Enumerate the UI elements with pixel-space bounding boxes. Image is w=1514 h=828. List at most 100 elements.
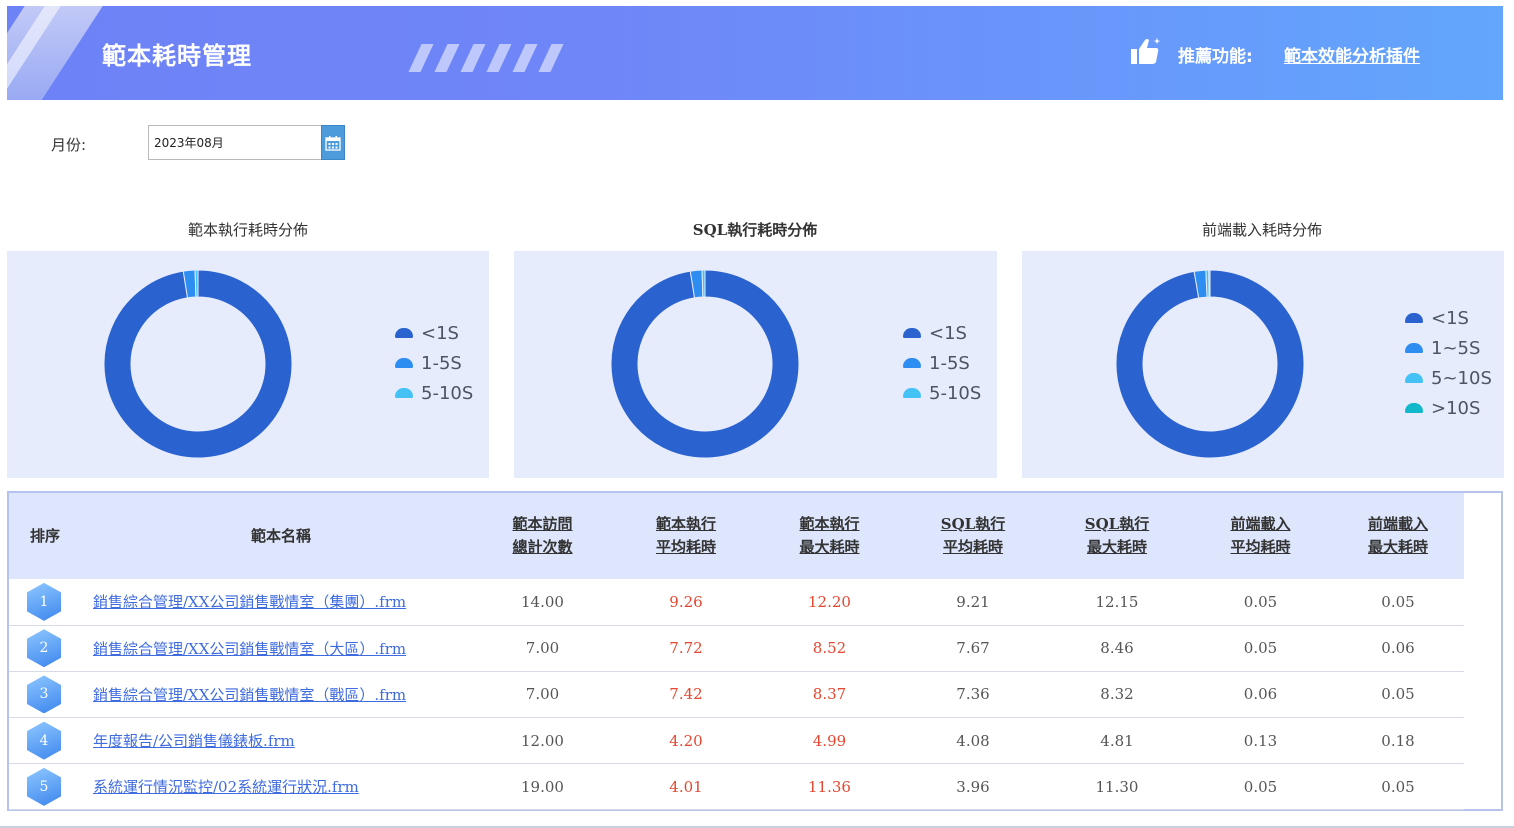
legend-swatch-icon	[1405, 343, 1423, 353]
cell-exec-max: 12.20	[808, 592, 851, 611]
header-visits[interactable]: 範本訪問 總計次數	[512, 515, 573, 556]
rank-badge: 4	[27, 721, 61, 760]
cell-exec-avg: 4.20	[669, 731, 703, 750]
template-link[interactable]: 系統運行情況監控/02系統運行狀況.frm	[93, 778, 359, 797]
legend-label: 1-5S	[929, 352, 970, 374]
donut-slice[interactable]	[610, 269, 800, 459]
legend-template-exec: <1S 1-5S 5-10S	[395, 318, 473, 408]
legend-item[interactable]: 1~5S	[1405, 333, 1492, 363]
cell-exec-avg: 4.01	[669, 777, 703, 796]
legend-item[interactable]: >10S	[1405, 393, 1492, 423]
table-row: 2 銷售綜合管理/XX公司銷售戰情室（大區）.frm 7.00 7.72 8.5…	[9, 625, 1464, 672]
legend-label: 5-10S	[929, 382, 982, 404]
template-link[interactable]: 銷售綜合管理/XX公司銷售戰情室（集團）.frm	[93, 593, 407, 612]
cell-frontend-max: 0.05	[1381, 777, 1415, 796]
rank-badge: 2	[27, 629, 61, 668]
cell-sql-max: 8.32	[1100, 685, 1134, 704]
month-label: 月份:	[51, 136, 87, 154]
table-row: 5 系統運行情況監控/02系統運行狀況.frm 19.00 4.01 11.36…	[9, 764, 1464, 810]
cell-exec-max: 4.99	[812, 731, 847, 750]
legend-label: <1S	[421, 322, 459, 344]
legend-swatch-icon	[903, 328, 921, 338]
template-link[interactable]: 銷售綜合管理/XX公司銷售戰情室（戰區）.frm	[93, 685, 407, 704]
table-row: 3 銷售綜合管理/XX公司銷售戰情室（戰區）.frm 7.00 7.42 8.3…	[9, 671, 1464, 718]
banner-stripes	[408, 44, 575, 72]
legend-swatch-icon	[1405, 373, 1423, 383]
donut-slice[interactable]	[1115, 269, 1305, 459]
legend-label: 1~5S	[1431, 337, 1481, 359]
legend-label: 5-10S	[421, 382, 474, 404]
legend-item[interactable]: <1S	[1405, 303, 1492, 333]
month-input[interactable]	[148, 125, 323, 160]
donut-slice[interactable]	[701, 269, 706, 298]
template-link[interactable]: 銷售綜合管理/XX公司銷售戰情室（大區）.frm	[93, 639, 407, 658]
cell-frontend-max: 0.18	[1381, 731, 1415, 750]
donut-chart-frontend-load	[1115, 269, 1305, 459]
legend-item[interactable]: 1-5S	[903, 348, 981, 378]
legend-sql-exec: <1S 1-5S 5-10S	[903, 318, 981, 408]
legend-swatch-icon	[1405, 313, 1423, 323]
legend-swatch-icon	[395, 358, 413, 368]
recommend-link[interactable]: 範本效能分析插件	[1284, 47, 1420, 67]
table-header-row: 排序 範本名稱 範本訪問 總計次數 範本執行 平均耗時 範本執行 最大耗時 SQL執行…	[9, 493, 1464, 579]
legend-swatch-icon	[395, 328, 413, 338]
table-row: 4 年度報告/公司銷售儀錶板.frm 12.00 4.20 4.99 4.08 …	[9, 718, 1464, 764]
header-sql-max[interactable]: SQL執行 最大耗時	[1084, 515, 1150, 556]
rank-badge: 3	[27, 675, 61, 714]
cell-sql-avg: 3.96	[956, 777, 990, 796]
legend-swatch-icon	[903, 358, 921, 368]
cell-frontend-avg: 0.13	[1243, 731, 1278, 750]
legend-label: >10S	[1431, 397, 1481, 419]
table-row: 1 銷售綜合管理/XX公司銷售戰情室（集團）.frm 14.00 9.26 12…	[9, 579, 1464, 626]
chart-panel-sql-exec: <1S 1-5S 5-10S	[514, 251, 997, 478]
legend-label: <1S	[1431, 307, 1469, 329]
donut-slice[interactable]	[194, 269, 199, 298]
legend-label: <1S	[929, 322, 967, 344]
header-rank: 排序	[30, 526, 61, 545]
cell-sql-max: 4.81	[1100, 731, 1134, 750]
cell-frontend-avg: 0.05	[1243, 639, 1278, 658]
legend-swatch-icon	[903, 388, 921, 398]
header-frontend-avg[interactable]: 前端載入 平均耗時	[1230, 515, 1291, 556]
cell-exec-max: 11.36	[808, 777, 851, 796]
cell-sql-avg: 7.36	[956, 685, 990, 704]
template-link[interactable]: 年度報告/公司銷售儀錶板.frm	[93, 732, 295, 751]
cell-sql-max: 11.30	[1095, 777, 1139, 796]
chart-panel-template-exec: <1S 1-5S 5-10S	[7, 251, 489, 478]
chart-panel-frontend-load: <1S 1~5S 5~10S >10S	[1022, 251, 1504, 478]
donut-chart-template-exec	[103, 269, 293, 459]
cell-exec-avg: 7.72	[669, 639, 703, 658]
donut-slice[interactable]	[1208, 269, 1211, 298]
cell-frontend-avg: 0.05	[1243, 592, 1278, 611]
legend-label: 5~10S	[1431, 367, 1492, 389]
legend-item[interactable]: 5-10S	[903, 378, 981, 408]
header-frontend-max[interactable]: 前端載入 最大耗時	[1367, 515, 1428, 556]
donut-chart-sql-exec	[610, 269, 800, 459]
cell-visits: 14.00	[521, 592, 564, 611]
cell-visits: 7.00	[525, 685, 560, 704]
chart-title-template-exec: 範本執行耗時分佈	[187, 221, 308, 239]
header-exec-max[interactable]: 範本執行 最大耗時	[799, 515, 860, 556]
legend-item[interactable]: <1S	[903, 318, 981, 348]
template-time-table: 排序 範本名稱 範本訪問 總計次數 範本執行 平均耗時 範本執行 最大耗時 SQL執行…	[7, 491, 1503, 811]
cell-visits: 7.00	[525, 639, 560, 658]
legend-item[interactable]: 5-10S	[395, 378, 473, 408]
donut-slice[interactable]	[103, 269, 293, 459]
cell-visits: 19.00	[521, 777, 564, 796]
legend-item[interactable]: 1-5S	[395, 348, 473, 378]
cell-sql-max: 8.46	[1100, 639, 1134, 658]
page-title: 範本耗時管理	[102, 42, 252, 70]
thumbs-up-icon	[1131, 38, 1161, 64]
cell-sql-max: 12.15	[1095, 592, 1139, 611]
header-sql-avg[interactable]: SQL執行 平均耗時	[940, 515, 1006, 556]
cell-sql-avg: 9.21	[956, 592, 990, 611]
legend-item[interactable]: <1S	[395, 318, 473, 348]
cell-frontend-avg: 0.06	[1243, 685, 1278, 704]
cell-frontend-max: 0.06	[1381, 639, 1415, 658]
cell-sql-avg: 7.67	[956, 639, 990, 658]
header-template-name: 範本名稱	[250, 526, 311, 545]
calendar-button[interactable]	[321, 125, 345, 160]
header-exec-avg[interactable]: 範本執行 平均耗時	[655, 515, 716, 556]
legend-item[interactable]: 5~10S	[1405, 363, 1492, 393]
cell-frontend-max: 0.05	[1381, 592, 1415, 611]
